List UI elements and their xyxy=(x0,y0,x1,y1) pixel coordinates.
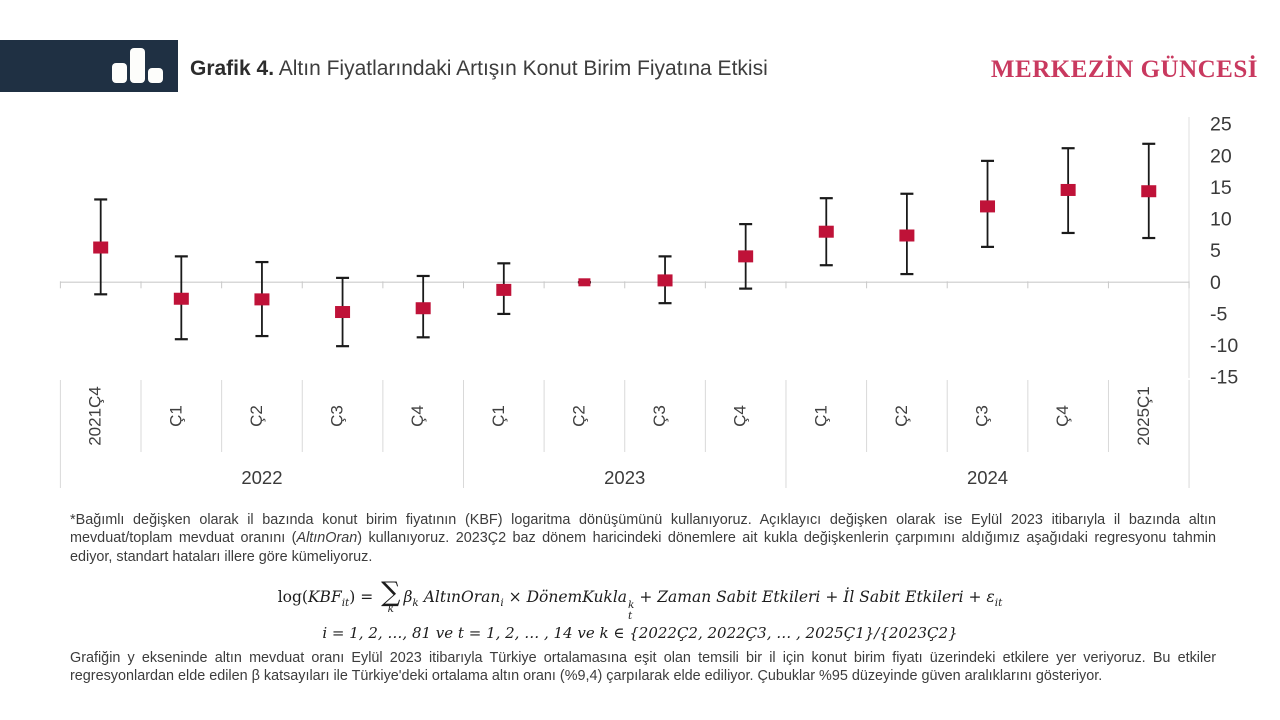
formula-segment: it xyxy=(341,596,350,609)
y-tick-label: -15 xyxy=(1210,367,1238,389)
point-estimate-marker xyxy=(1060,183,1076,196)
x-tick-label: Ç2 xyxy=(247,405,266,427)
formula-segment: Zaman Sabit Etkileri xyxy=(657,587,821,606)
point-estimate-marker xyxy=(496,283,512,296)
footnote2-text: Grafiğin y ekseninde altın mevduat oranı… xyxy=(70,650,1216,685)
point-estimate-marker xyxy=(93,241,109,254)
year-label: 2022 xyxy=(241,467,282,488)
x-tick-label: Ç2 xyxy=(569,405,588,427)
y-tick-label: 5 xyxy=(1210,240,1221,262)
formula-segment: × xyxy=(503,587,527,606)
formula-segment: + xyxy=(634,587,658,606)
y-tick-label: 20 xyxy=(1210,145,1232,167)
year-label: 2023 xyxy=(604,467,645,488)
coefficient-chart: 25 20 15 10 5 0 -5 -10 -15 2021Ç4 Ç1 Ç2 Ç3 Ç4 Ç1 Ç2 Ç3 Ç4… xyxy=(59,114,1238,488)
point-estimate-marker xyxy=(818,225,834,238)
x-tick-label: Ç1 xyxy=(811,405,830,427)
x-tick-label: Ç1 xyxy=(166,405,185,427)
formula-segment: DönemKukla xyxy=(526,587,628,606)
formula-segment: + xyxy=(963,587,987,606)
x-tick-label: Ç1 xyxy=(489,405,508,427)
point-estimate-marker xyxy=(1141,185,1157,198)
x-tick-label: Ç4 xyxy=(731,405,750,427)
formula-segment: ε xyxy=(986,587,995,606)
formula-segment: i xyxy=(500,596,504,609)
regression-formula: log(KBFit) = ∑ k βk AltınOrani × DönemKukl… xyxy=(0,577,1280,642)
footnote1-variable-name: AltınOran xyxy=(296,530,358,547)
bar-chart-icon-bar-short xyxy=(148,68,163,83)
x-tick-label: Ç4 xyxy=(1053,405,1072,427)
summation-operator: ∑ k xyxy=(381,577,401,615)
x-tick-label: Ç2 xyxy=(892,405,911,427)
point-estimate-marker xyxy=(738,250,754,263)
regression-equation: log(KBFit) = ∑ k βk AltınOrani × DönemKukl… xyxy=(0,577,1280,622)
x-tick-label: Ç3 xyxy=(328,405,347,427)
footnote-model-description: *Bağımlı değişken olarak il bazında konu… xyxy=(70,511,1216,566)
regression-index-definitions: i = 1, 2, …, 81 ve t = 1, 2, … , 14 ve k… xyxy=(322,623,958,642)
brand-wordmark: MERKEZİN GÜNCESİ xyxy=(990,56,1258,83)
y-tick-label: -10 xyxy=(1210,335,1238,357)
y-tick-label: 10 xyxy=(1210,209,1232,231)
formula-segment: β xyxy=(403,587,413,606)
formula-segment: log( xyxy=(277,587,308,606)
formula-segment: + xyxy=(820,587,844,606)
stack-part: k xyxy=(628,598,635,611)
sigma-glyph: ∑ xyxy=(381,577,401,608)
point-estimate-marker xyxy=(578,278,591,287)
point-estimate-marker xyxy=(415,302,431,315)
y-tick-label: 15 xyxy=(1210,177,1232,199)
point-estimate-marker xyxy=(173,292,189,305)
formula-segment: k xyxy=(412,596,419,609)
point-estimate-marker xyxy=(335,306,351,319)
y-tick-label: -5 xyxy=(1210,303,1227,325)
formula-segment: İl Sabit Etkileri xyxy=(843,587,964,606)
stack-part: t xyxy=(628,609,633,622)
x-tick-label: Ç4 xyxy=(408,405,427,427)
x-tick-label: 2021Ç4 xyxy=(86,386,105,446)
formula-segment: it xyxy=(994,596,1003,609)
point-estimate-marker xyxy=(899,229,915,242)
bar-chart-icon xyxy=(0,40,178,92)
formula-segment: AltınOran xyxy=(418,587,501,606)
blog-logo xyxy=(0,40,178,92)
y-tick-label: 0 xyxy=(1210,272,1221,294)
formula-segment: KBF xyxy=(307,587,342,606)
y-tick-label: 25 xyxy=(1210,114,1232,136)
x-tick-label: 2025Ç1 xyxy=(1134,386,1153,446)
year-label: 2024 xyxy=(967,467,1008,488)
point-estimate-marker xyxy=(980,200,996,213)
x-tick-label: Ç3 xyxy=(973,405,992,427)
bar-chart-icon-bar-tall xyxy=(130,48,145,83)
formula-segment: ) = xyxy=(349,587,379,606)
chart-title: Grafik 4. Altın Fiyatlarındaki Artışın K… xyxy=(190,55,910,82)
x-tick-label: Ç3 xyxy=(650,405,669,427)
point-estimate-marker xyxy=(254,293,270,306)
point-estimate-marker xyxy=(657,274,673,287)
sum-index: k xyxy=(387,602,394,615)
chart-title-number: Grafik 4. xyxy=(190,57,275,81)
footnote1-pre: *Bağımlı değişken olarak il bazında konu… xyxy=(70,512,1216,547)
footnote-interpretation: Grafiğin y ekseninde altın mevduat oranı… xyxy=(70,649,1216,686)
footnote1-post: ) kullanıyoruz. 2023Ç2 baz dönem haricin… xyxy=(70,530,1217,565)
chart-title-text: Altın Fiyatlarındaki Artışın Konut Birim… xyxy=(274,57,768,81)
bar-chart-icon-bar-medium xyxy=(112,63,127,83)
